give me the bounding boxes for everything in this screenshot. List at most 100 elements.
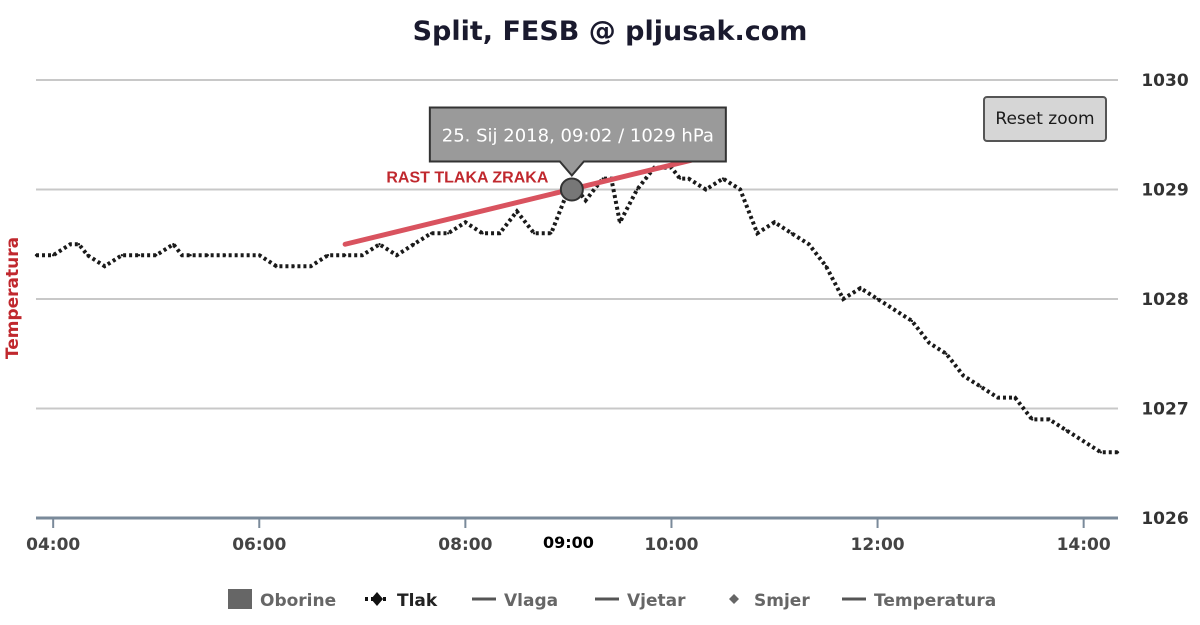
data-point xyxy=(189,254,192,257)
legend-label: Tlak xyxy=(397,591,438,611)
legend-item-vjetar[interactable]: Vjetar xyxy=(595,591,686,611)
data-point xyxy=(1082,440,1085,443)
legend-symbol-diamond xyxy=(729,594,739,604)
legend-item-oborine[interactable]: Oborine xyxy=(228,589,336,611)
legend-label: Temperatura xyxy=(874,591,996,611)
data-point xyxy=(309,264,312,268)
data-point xyxy=(532,232,536,235)
y-tick-label: 1026 xyxy=(1141,509,1188,529)
data-point xyxy=(378,243,381,246)
data-point xyxy=(790,232,793,235)
data-point xyxy=(343,254,347,257)
data-point xyxy=(644,177,647,180)
annotation-text: RAST TLAKA ZRAKA xyxy=(386,169,549,186)
data-point xyxy=(51,254,55,257)
data-point xyxy=(498,232,501,235)
data-point xyxy=(77,243,81,246)
data-point xyxy=(481,232,484,235)
data-point xyxy=(1116,451,1120,454)
x-tick-label: 12:00 xyxy=(850,535,904,555)
legend-label: Smjer xyxy=(754,591,810,611)
x-highlight-label: 09:00 xyxy=(543,533,594,552)
x-tick-label: 10:00 xyxy=(644,535,698,555)
data-point xyxy=(120,254,124,257)
data-point xyxy=(927,341,931,344)
data-point xyxy=(412,243,416,246)
data-point xyxy=(206,254,209,257)
data-point xyxy=(361,254,364,257)
data-point xyxy=(172,243,175,246)
data-point xyxy=(446,232,450,235)
data-point xyxy=(429,232,433,235)
legend-label: Vjetar xyxy=(627,591,686,611)
data-point xyxy=(464,221,467,224)
reset-zoom-label[interactable]: Reset zoom xyxy=(995,109,1094,129)
data-point xyxy=(1099,451,1103,454)
data-point xyxy=(292,264,295,268)
legend: Oborine Tlak Vlaga Vjetar Smjer Temperatura xyxy=(228,589,996,611)
data-point xyxy=(34,254,38,257)
x-axis: 04:00 06:00 08:00 10:00 12:00 14:00 xyxy=(26,516,1118,555)
data-point xyxy=(876,297,879,301)
data-point xyxy=(1013,396,1017,399)
data-point xyxy=(979,385,982,388)
data-point xyxy=(910,319,914,323)
tooltip: 25. Sij 2018, 09:02 / 1029 hPa xyxy=(428,106,727,202)
data-point xyxy=(1030,418,1034,421)
legend-item-tlak[interactable]: Tlak xyxy=(365,591,438,611)
data-point xyxy=(137,254,141,257)
data-point xyxy=(223,254,227,257)
data-point xyxy=(550,232,553,235)
y-axis-ticks: 1026 1027 1028 1029 1030 xyxy=(1141,71,1188,529)
x-tick-label: 04:00 xyxy=(26,535,80,555)
data-point xyxy=(859,286,862,290)
y-tick-label: 1030 xyxy=(1141,71,1188,91)
data-point xyxy=(1048,418,1051,421)
chart-title: Split, FESB @ pljusak.com xyxy=(413,16,808,47)
data-point xyxy=(86,254,89,257)
legend-item-smjer[interactable]: Smjer xyxy=(729,591,810,611)
data-point xyxy=(721,177,725,180)
data-point xyxy=(996,396,999,399)
data-point xyxy=(69,243,72,246)
data-point xyxy=(155,254,158,257)
series-tlak xyxy=(34,165,1120,455)
reset-zoom-box[interactable] xyxy=(983,96,1107,142)
y-tick-label: 1027 xyxy=(1141,400,1188,420)
data-point xyxy=(807,243,811,246)
trend-annotation: RAST TLAKA ZRAKA xyxy=(342,154,709,247)
data-point xyxy=(395,254,398,257)
y-tick-label: 1028 xyxy=(1141,290,1188,310)
data-point xyxy=(773,221,776,224)
data-point xyxy=(103,264,106,268)
data-point xyxy=(584,199,587,202)
data-point xyxy=(1065,429,1068,432)
legend-item-temperatura[interactable]: Temperatura xyxy=(842,591,996,611)
x-tick-label: 08:00 xyxy=(438,535,492,555)
data-point xyxy=(635,188,639,191)
tooltip-text: 25. Sij 2018, 09:02 / 1029 hPa xyxy=(442,126,714,147)
trend-line xyxy=(342,154,709,247)
series-line-tlak xyxy=(36,165,1118,455)
legend-item-vlaga[interactable]: Vlaga xyxy=(472,591,558,611)
data-point xyxy=(824,264,828,268)
y-axis-title: Temperatura xyxy=(3,237,23,359)
data-point xyxy=(893,308,896,312)
tooltip-box xyxy=(428,106,727,178)
data-point xyxy=(945,352,948,355)
data-point xyxy=(180,254,184,257)
data-point xyxy=(962,374,965,377)
data-point xyxy=(515,210,519,213)
data-point xyxy=(275,264,278,268)
legend-symbol-box xyxy=(228,589,252,609)
data-point xyxy=(326,254,330,257)
data-point xyxy=(687,177,690,180)
data-point xyxy=(704,188,708,191)
data-point xyxy=(842,297,845,301)
data-point xyxy=(678,177,682,180)
data-point xyxy=(756,232,759,235)
x-tick-label: 14:00 xyxy=(1057,535,1111,555)
data-point xyxy=(738,188,742,191)
reset-zoom-button[interactable]: Reset zoom xyxy=(983,96,1107,142)
